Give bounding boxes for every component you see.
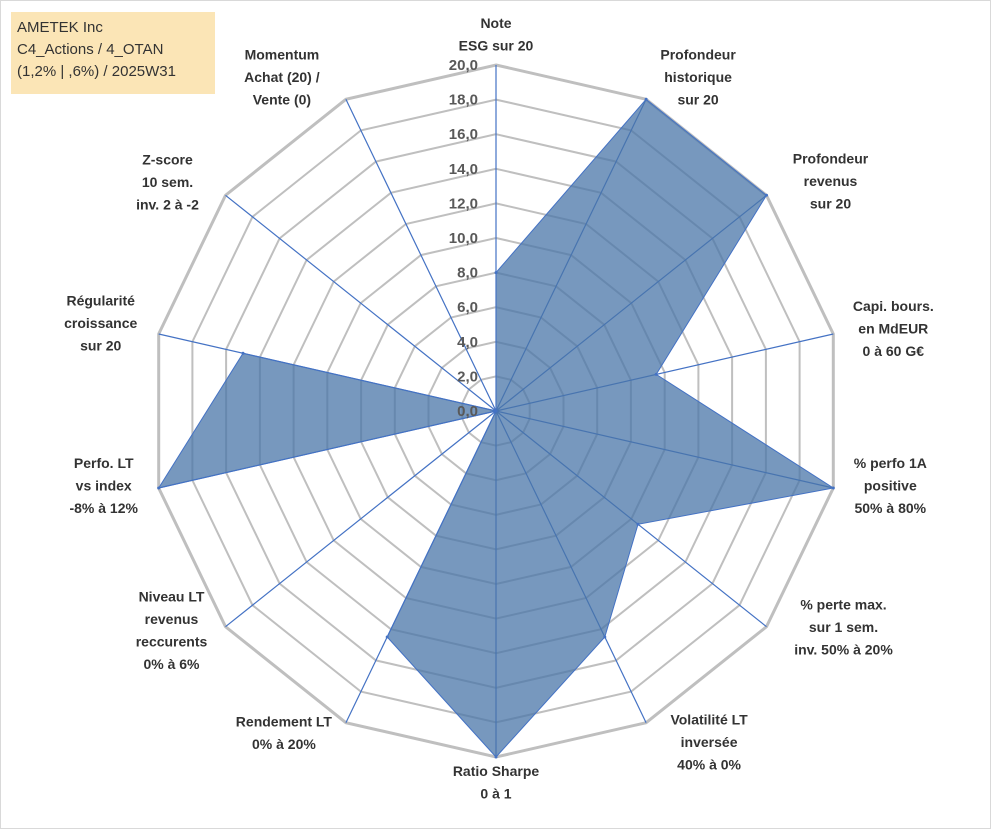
axis-label-line: Volatilité LT [670,712,748,728]
tick-label-4: 8,0 [457,265,478,282]
axis-label-line: 0 à 60 G€ [863,343,925,359]
axis-label-line: 40% à 0% [677,757,741,773]
axis-label-line: inversée [681,734,738,750]
axis-label-line: Vente (0) [253,91,311,107]
axis-label-11: Régularité croissance sur 20 [64,293,137,354]
spoke-12 [225,194,497,412]
data-point-1 [644,97,648,101]
axis-label-13: Momentum Achat (20) / Vente (0) [244,46,320,107]
data-point-2 [765,193,768,197]
spoke-13 [345,99,497,412]
radar-series [157,97,835,759]
axis-label-0: Note ESG sur 20 [459,15,534,54]
axis-label-1: Profondeur historique sur 20 [660,46,736,107]
axis-label-line: positive [864,478,917,494]
data-point-4 [831,486,835,490]
axis-label-line: vs index [76,478,132,494]
tick-label-1: 2,0 [457,368,478,385]
tick-label-8: 16,0 [449,126,478,143]
data-point-11 [241,351,245,355]
axis-label-line: Ratio Sharpe [453,763,540,779]
axis-label-6: Volatilité LT inversée 40% à 0% [670,712,748,773]
axis-label-line: 0% à 20% [252,736,316,752]
data-point-3 [654,372,658,376]
axis-label-line: Profondeur [793,150,869,166]
axis-label-line: sur 20 [677,91,718,107]
tick-label-0: 0,0 [457,403,478,420]
data-point-8 [385,635,389,639]
radial-tick-labels: 0,0 2,0 4,0 6,0 8,0 10,0 12,0 14,0 16,0 18,0 20,0 [449,57,478,420]
axis-label-5: % perte max. sur 1 sem. inv. 50% à 20% [794,597,893,658]
data-point-13 [494,409,498,413]
axis-label-line: Perfo. LT [74,455,134,471]
axis-label-line: Régularité [66,293,135,309]
axis-label-line: 0 à 1 [480,786,511,802]
axis-label-line: 10 sem. [142,174,193,190]
axis-label-line: inv. 2 à -2 [136,196,199,212]
axis-label-line: Rendement LT [236,714,333,730]
axis-label-line: historique [664,69,732,85]
axis-label-line: sur 20 [80,338,121,354]
tick-label-2: 4,0 [457,334,478,351]
series-area-0 [157,98,835,758]
portfolio-label: C4_Actions / 4_OTAN [17,41,164,58]
axis-label-line: Note [480,15,511,31]
axis-label-line: 50% à 80% [854,500,926,516]
company-name: AMETEK Inc [17,19,103,36]
data-point-6 [603,635,607,639]
axis-label-2: Profondeur revenus sur 20 [793,150,869,211]
axis-label-line: revenus [804,173,858,189]
axis-label-line: Momentum [245,46,320,62]
tick-label-3: 6,0 [457,299,478,316]
axis-label-line: Capi. bours. [853,298,934,314]
period-label: (1,2% | ,6%) / 2025W31 [17,63,176,80]
axis-label-line: revenus [145,611,199,627]
axis-label-line: % perfo 1A [854,455,927,471]
axis-label-4: % perfo 1A positive 50% à 80% [854,455,927,516]
axis-label-line: Niveau LT [139,589,205,605]
axis-label-12: Z-score 10 sem. inv. 2 à -2 [136,151,199,212]
axis-label-line: ESG sur 20 [459,38,534,54]
tick-label-6: 12,0 [449,195,478,212]
axis-label-line: 0% à 6% [143,656,200,672]
axis-label-3: Capi. bours. en MdEUR 0 à 60 G€ [853,298,934,359]
data-point-7 [494,755,498,759]
axis-label-line: Achat (20) / [244,69,320,85]
axis-label-line: sur 1 sem. [809,619,878,635]
tick-label-7: 14,0 [449,161,478,178]
tick-label-9: 18,0 [449,92,478,109]
info-box: AMETEK Inc C4_Actions / 4_OTAN (1,2% | ,… [11,12,215,94]
axis-label-7: Ratio Sharpe 0 à 1 [453,763,540,802]
axis-label-line: reccurents [136,634,208,650]
axis-label-line: sur 20 [810,195,851,211]
data-point-0 [494,271,498,275]
axis-label-line: % perte max. [800,597,886,613]
axis-label-10: Perfo. LT vs index -8% à 12% [69,455,138,516]
tick-label-5: 10,0 [449,230,478,247]
axis-label-line: Z-score [142,151,193,167]
data-point-5 [636,522,640,526]
axis-label-line: croissance [64,315,137,331]
axis-label-line: Profondeur [660,46,736,62]
data-point-10 [157,486,161,490]
tick-label-10: 20,0 [449,57,478,74]
spoke-9 [225,410,497,628]
axis-labels: Note ESG sur 20 Profondeur historique sur 20… [64,15,934,802]
axis-label-line: -8% à 12% [69,500,138,516]
axis-label-8: Rendement LT 0% à 20% [236,714,333,753]
axis-label-line: inv. 50% à 20% [794,642,893,658]
axis-label-line: en MdEUR [858,320,928,336]
axis-label-9: Niveau LT revenus reccurents 0% à 6% [136,589,208,673]
